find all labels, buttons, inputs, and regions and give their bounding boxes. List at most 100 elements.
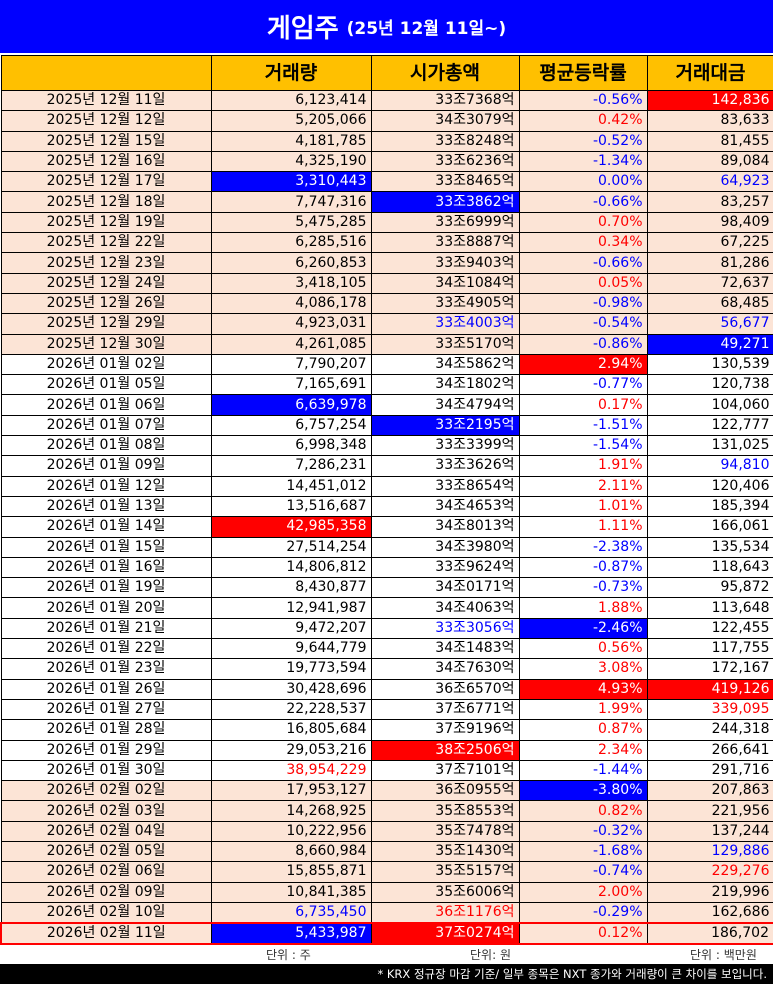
trade-amount-cell: 104,060 (646, 394, 773, 416)
volume-cell: 7,286,231 (210, 455, 372, 477)
page-subtitle: (25년 12월 11일~) (346, 19, 507, 39)
change-rate-cell: 0.17% (518, 394, 648, 416)
date-cell: 2025년 12월 26일 (0, 292, 212, 315)
volume-cell: 4,923,031 (210, 313, 372, 335)
trade-amount-cell: 72,637 (646, 272, 773, 294)
date-cell: 2026년 01월 12일 (0, 475, 212, 497)
change-rate-cell: 2.34% (518, 739, 648, 761)
trade-amount-cell: 129,886 (646, 840, 773, 863)
change-rate-cell: 2.00% (518, 881, 648, 903)
table-row: 2026년 01월 22일 9,644,779 34조1483억 0.56% 117,7… (0, 638, 773, 660)
market-cap-cell: 34조5862억 (370, 353, 520, 376)
market-cap-cell: 34조8013억 (370, 516, 520, 538)
market-cap-cell: 37조9196억 (370, 719, 520, 741)
volume-cell: 9,472,207 (210, 617, 372, 640)
table-row: 2026년 01월 02일 7,790,207 34조5862억 2.94% 130,5… (0, 353, 773, 376)
trade-amount-cell: 98,409 (646, 211, 773, 234)
change-rate-cell: -0.32% (518, 820, 648, 842)
market-cap-cell: 34조1483억 (370, 638, 520, 660)
volume-cell: 7,790,207 (210, 353, 372, 376)
market-cap-cell: 33조3056억 (370, 617, 520, 640)
market-cap-cell: 33조8887억 (370, 232, 520, 254)
date-cell: 2026년 01월 20일 (0, 597, 212, 619)
table-row: 2025년 12월 17일 3,310,443 33조8465억 0.00% 64,92… (0, 171, 773, 193)
volume-cell: 6,260,853 (210, 252, 372, 274)
date-cell: 2025년 12월 17일 (0, 171, 212, 193)
trade-amount-cell: 95,872 (646, 577, 773, 599)
market-cap-cell: 36조6570억 (370, 678, 520, 700)
market-cap-cell: 34조4063억 (370, 597, 520, 619)
change-rate-cell: 1.91% (518, 455, 648, 477)
volume-cell: 6,998,348 (210, 435, 372, 457)
unit-amount: 단위 : 백만원 (690, 948, 757, 962)
market-cap-cell: 33조7368억 (370, 89, 520, 112)
table-row: 2026년 02월 02일 17,953,127 36조0955억 -3.80% 207… (0, 780, 773, 802)
change-rate-cell: -0.66% (518, 191, 648, 213)
header-date (0, 55, 212, 91)
trade-amount-cell: 207,863 (646, 780, 773, 802)
change-rate-cell: -0.56% (518, 89, 648, 112)
table-row: 2025년 12월 24일 3,418,105 34조1084억 0.05% 72,63… (0, 272, 773, 294)
market-cap-cell: 33조3399억 (370, 435, 520, 457)
change-rate-cell: 0.34% (518, 232, 648, 254)
market-cap-cell: 34조1802억 (370, 374, 520, 396)
date-cell: 2026년 01월 30일 (0, 759, 212, 782)
market-cap-cell: 33조8248억 (370, 130, 520, 152)
change-rate-cell: 4.93% (518, 678, 648, 700)
trade-amount-cell: 67,225 (646, 232, 773, 254)
table-row: 2026년 01월 26일 30,428,696 36조6570억 4.93% 419,… (0, 678, 773, 700)
change-rate-cell: 0.56% (518, 638, 648, 660)
trade-amount-cell: 56,677 (646, 313, 773, 335)
table-row: 2026년 02월 03일 14,268,925 35조8553억 0.82% 221,… (0, 800, 773, 822)
date-cell: 2026년 01월 21일 (0, 617, 212, 640)
market-cap-cell: 35조5157억 (370, 861, 520, 883)
table-row: 2026년 01월 21일 9,472,207 33조3056억 -2.46% 122,… (0, 617, 773, 640)
change-rate-cell: 1.88% (518, 597, 648, 619)
market-cap-cell: 37조0274억 (370, 921, 520, 945)
date-cell: 2026년 02월 11일 (0, 921, 212, 945)
date-cell: 2026년 01월 23일 (0, 658, 212, 680)
trade-amount-cell: 172,167 (646, 658, 773, 680)
table-row: 2025년 12월 16일 4,325,190 33조6236억 -1.34% 89,0… (0, 150, 773, 173)
trade-amount-cell: 68,485 (646, 292, 773, 315)
trade-amount-cell: 131,025 (646, 435, 773, 457)
change-rate-cell: 0.12% (518, 921, 648, 945)
date-cell: 2026년 01월 14일 (0, 516, 212, 538)
table-row: 2025년 12월 26일 4,086,178 33조4905억 -0.98% 68,4… (0, 292, 773, 315)
date-cell: 2026년 01월 19일 (0, 577, 212, 599)
date-cell: 2026년 02월 03일 (0, 800, 212, 822)
trade-amount-cell: 130,539 (646, 353, 773, 376)
table-row: 2026년 01월 16일 14,806,812 33조9624억 -0.87% 118… (0, 556, 773, 579)
table-row: 2026년 01월 29일 29,053,216 38조2506억 2.34% 266,… (0, 739, 773, 761)
change-rate-cell: 0.87% (518, 719, 648, 741)
units-row: 단위 : 주 단위: 원 단위 : 백만원 (0, 944, 773, 964)
trade-amount-cell: 219,996 (646, 881, 773, 903)
volume-cell: 4,261,085 (210, 333, 372, 355)
trade-amount-cell: 83,633 (646, 110, 773, 132)
date-cell: 2026년 01월 29일 (0, 739, 212, 761)
trade-amount-cell: 118,643 (646, 556, 773, 579)
volume-cell: 38,954,229 (210, 759, 372, 782)
volume-cell: 7,747,316 (210, 191, 372, 213)
trade-amount-cell: 49,271 (646, 333, 773, 355)
volume-cell: 14,268,925 (210, 800, 372, 822)
header-volume: 거래량 (210, 55, 372, 91)
trade-amount-cell: 142,836 (646, 89, 773, 112)
page-title: 게임주 (266, 14, 339, 44)
date-cell: 2026년 01월 09일 (0, 455, 212, 477)
trade-amount-cell: 266,641 (646, 739, 773, 761)
date-cell: 2026년 01월 13일 (0, 495, 212, 518)
date-cell: 2026년 02월 06일 (0, 861, 212, 883)
trade-amount-cell: 117,755 (646, 638, 773, 660)
table-row: 2026년 02월 04일 10,222,956 35조7478억 -0.32% 137… (0, 820, 773, 842)
table-row: 2026년 01월 28일 16,805,684 37조9196억 0.87% 244,… (0, 719, 773, 741)
market-cap-cell: 37조7101억 (370, 759, 520, 782)
date-cell: 2026년 02월 05일 (0, 840, 212, 863)
change-rate-cell: -0.77% (518, 374, 648, 396)
table-row: 2026년 01월 30일 38,954,229 37조7101억 -1.44% 291… (0, 759, 773, 782)
trade-amount-cell: 64,923 (646, 171, 773, 193)
change-rate-cell: -0.74% (518, 861, 648, 883)
change-rate-cell: -0.66% (518, 252, 648, 274)
date-cell: 2025년 12월 18일 (0, 191, 212, 213)
volume-cell: 5,475,285 (210, 211, 372, 234)
